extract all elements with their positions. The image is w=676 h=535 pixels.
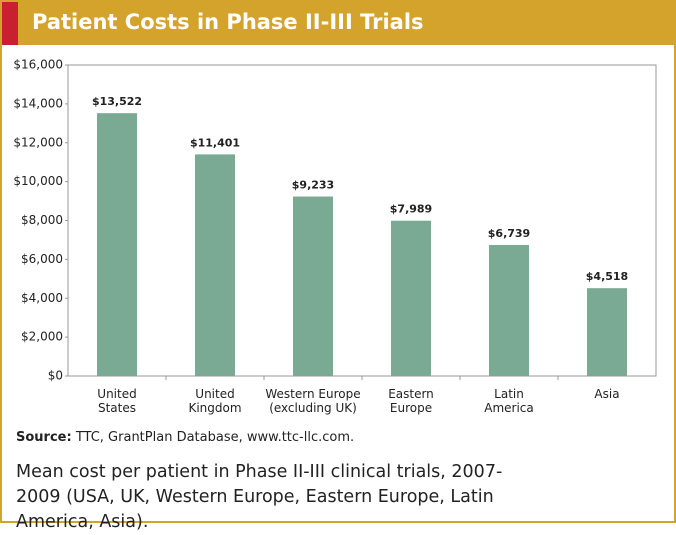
x-tick-label: United States: [97, 387, 137, 415]
x-tick-label: United Kingdom: [188, 387, 242, 415]
source: Source: TTC, GrantPlan Database, www.ttc…: [16, 430, 354, 445]
value-label: $7,989: [390, 203, 432, 216]
y-tick-label: $4,000: [21, 291, 63, 305]
value-label: $6,739: [488, 227, 530, 240]
header-stripe: [2, 2, 18, 45]
y-tick-label: $0: [48, 369, 63, 383]
header-bar: [2, 2, 674, 45]
chart-title: Patient Costs in Phase II-III Trials: [32, 10, 424, 34]
x-tick-label: Eastern Europe: [388, 387, 434, 415]
bar: [97, 113, 137, 376]
value-label: $9,233: [292, 179, 334, 192]
value-label: $13,522: [92, 95, 142, 108]
x-tick-label: Asia: [594, 387, 620, 401]
chart: $0 $2,000 $4,000 $6,000 $8,000 $10,000 $12,000…: [13, 58, 657, 383]
plot-frame: [67, 64, 657, 377]
bar: [391, 220, 431, 376]
x-tick-label: Latin America: [484, 387, 534, 415]
y-tick-label: $16,000: [13, 58, 63, 72]
y-tick-label: $2,000: [21, 330, 63, 344]
source-text: TTC, GrantPlan Database, www.ttc-llc.com…: [75, 430, 355, 445]
y-tick-label: $10,000: [13, 174, 63, 188]
bar: [489, 245, 529, 376]
bar: [293, 196, 333, 376]
x-tick-label: Western Europe (excluding UK): [265, 387, 361, 415]
y-tick-label: $6,000: [21, 252, 63, 266]
value-label: $4,518: [586, 270, 628, 283]
bar: [195, 154, 235, 376]
y-tick-label: $12,000: [13, 135, 63, 149]
source-label: Source:: [16, 430, 72, 445]
y-tick-label: $14,000: [13, 96, 63, 110]
y-tick-label: $8,000: [21, 213, 63, 227]
caption: Mean cost per patient in Phase II-III cl…: [16, 462, 503, 532]
bar: [587, 288, 627, 376]
value-label: $11,401: [190, 136, 240, 149]
